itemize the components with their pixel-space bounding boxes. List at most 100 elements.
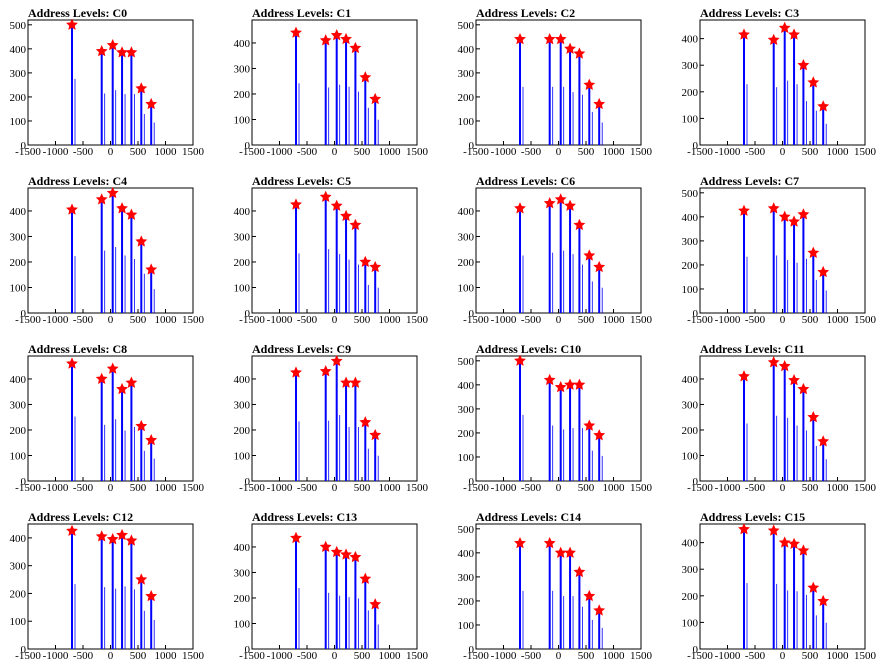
plot-frame <box>699 19 866 146</box>
peak-marker <box>330 199 343 211</box>
x-tick-label: -1000 <box>715 314 741 326</box>
spike-bar <box>772 362 775 481</box>
peak-marker <box>788 28 800 40</box>
peak-marker <box>797 544 810 556</box>
spike-bar <box>150 104 153 145</box>
x-tick-label: -1500 <box>15 650 41 662</box>
x-tick-label: -500 <box>521 314 542 326</box>
spike-bar <box>743 529 745 649</box>
y-tick-label: 100 <box>458 116 475 128</box>
x-tick-label: -1500 <box>687 650 713 662</box>
spike-bar <box>598 104 601 145</box>
x-tick-label: -1500 <box>463 482 489 494</box>
chart-title: Address Levels: C10 <box>476 342 582 356</box>
chart-panel: Address Levels: C1 -1500 -1000 -500 0 500 1000… <box>224 0 448 168</box>
peak-marker <box>807 581 820 593</box>
x-tick-label: 500 <box>578 146 595 158</box>
y-tick-label: 0 <box>245 476 251 488</box>
x-tick-label: -1000 <box>43 146 69 158</box>
peak-marker <box>340 32 352 45</box>
x-tick-label: 1500 <box>854 314 877 326</box>
peak-marker <box>330 545 343 558</box>
spike-bar <box>519 208 521 313</box>
spike-bar <box>548 39 551 145</box>
x-tick-label: -1000 <box>267 650 293 662</box>
spike-bar <box>140 88 143 145</box>
x-tick-label: 1500 <box>406 146 429 158</box>
chart-title: Address Levels: C14 <box>476 510 582 524</box>
spike-bar <box>345 382 348 481</box>
chart-panel: Address Levels: C7 -1500 -1000 -500 0 500 1000… <box>672 168 896 336</box>
spike-bar <box>335 35 338 145</box>
peak-marker <box>135 82 148 94</box>
peak-marker <box>514 32 526 45</box>
x-tick-label: 0 <box>556 650 562 662</box>
peak-marker <box>135 573 148 585</box>
plot-frame <box>699 187 866 314</box>
x-tick-label: -1500 <box>463 146 489 158</box>
spike-bar <box>569 384 572 481</box>
peak-marker <box>817 594 830 607</box>
plot-frame <box>251 523 418 650</box>
spike-bar <box>71 209 73 313</box>
y-tick-label: 400 <box>10 533 27 545</box>
y-tick-label: 300 <box>234 399 251 411</box>
y-tick-label: 300 <box>10 231 27 243</box>
x-tick-label: -1500 <box>687 482 713 494</box>
peak-marker <box>319 34 332 46</box>
x-tick-label: -500 <box>73 482 94 494</box>
peak-marker <box>817 435 830 447</box>
x-tick-label: 500 <box>802 650 819 662</box>
spike-bar <box>130 52 133 146</box>
peak-marker <box>738 28 750 40</box>
spike-bar <box>548 380 551 481</box>
spike-bar <box>783 542 786 649</box>
peak-marker <box>319 190 332 202</box>
x-tick-label: -1000 <box>267 146 293 158</box>
spike-bar <box>802 389 805 481</box>
peak-marker <box>778 21 791 34</box>
x-tick-label: -1500 <box>15 314 41 326</box>
y-tick-label: 400 <box>10 206 27 218</box>
spike-bar <box>324 371 327 481</box>
spike-bar <box>793 221 796 313</box>
x-tick-label: 500 <box>130 482 147 494</box>
x-tick-label: 500 <box>802 146 819 158</box>
spike-bar <box>345 216 348 313</box>
y-tick-label: 0 <box>693 644 699 656</box>
y-tick-label: 300 <box>458 68 475 80</box>
y-tick-label: 200 <box>234 89 251 101</box>
y-tick-label: 100 <box>234 282 251 294</box>
x-tick-label: 1500 <box>854 650 877 662</box>
y-tick-label: 300 <box>234 231 251 243</box>
peak-marker <box>125 46 138 58</box>
y-tick-label: 100 <box>458 282 475 294</box>
chart-title: Address Levels: C3 <box>700 6 800 20</box>
x-tick-label: 500 <box>802 482 819 494</box>
spike-bar <box>100 536 103 649</box>
x-tick-label: 0 <box>332 650 338 662</box>
chart-panel: Address Levels: C10 -1500 -1000 -500 0 500 100… <box>448 336 672 504</box>
y-tick-label: 200 <box>458 428 475 440</box>
x-tick-label: 0 <box>108 314 114 326</box>
spike-bar <box>71 24 73 145</box>
spike-bar <box>569 48 572 145</box>
y-tick-label: 0 <box>21 308 27 320</box>
y-tick-label: 0 <box>693 140 699 152</box>
peak-marker <box>135 235 148 247</box>
peak-marker <box>564 546 576 558</box>
peak-marker <box>797 382 810 395</box>
spike-bar <box>783 366 786 481</box>
peak-marker <box>593 429 606 441</box>
x-tick-label: -1000 <box>267 482 293 494</box>
peak-marker <box>573 378 586 390</box>
spike-bar <box>569 552 572 649</box>
spike-bar <box>802 550 805 649</box>
peak-marker <box>145 433 158 446</box>
x-tick-label: 1500 <box>406 482 429 494</box>
plot-frame <box>27 19 194 146</box>
peak-marker <box>145 97 158 110</box>
peak-marker <box>767 202 780 214</box>
peak-marker <box>95 530 108 542</box>
peak-marker <box>116 202 128 214</box>
